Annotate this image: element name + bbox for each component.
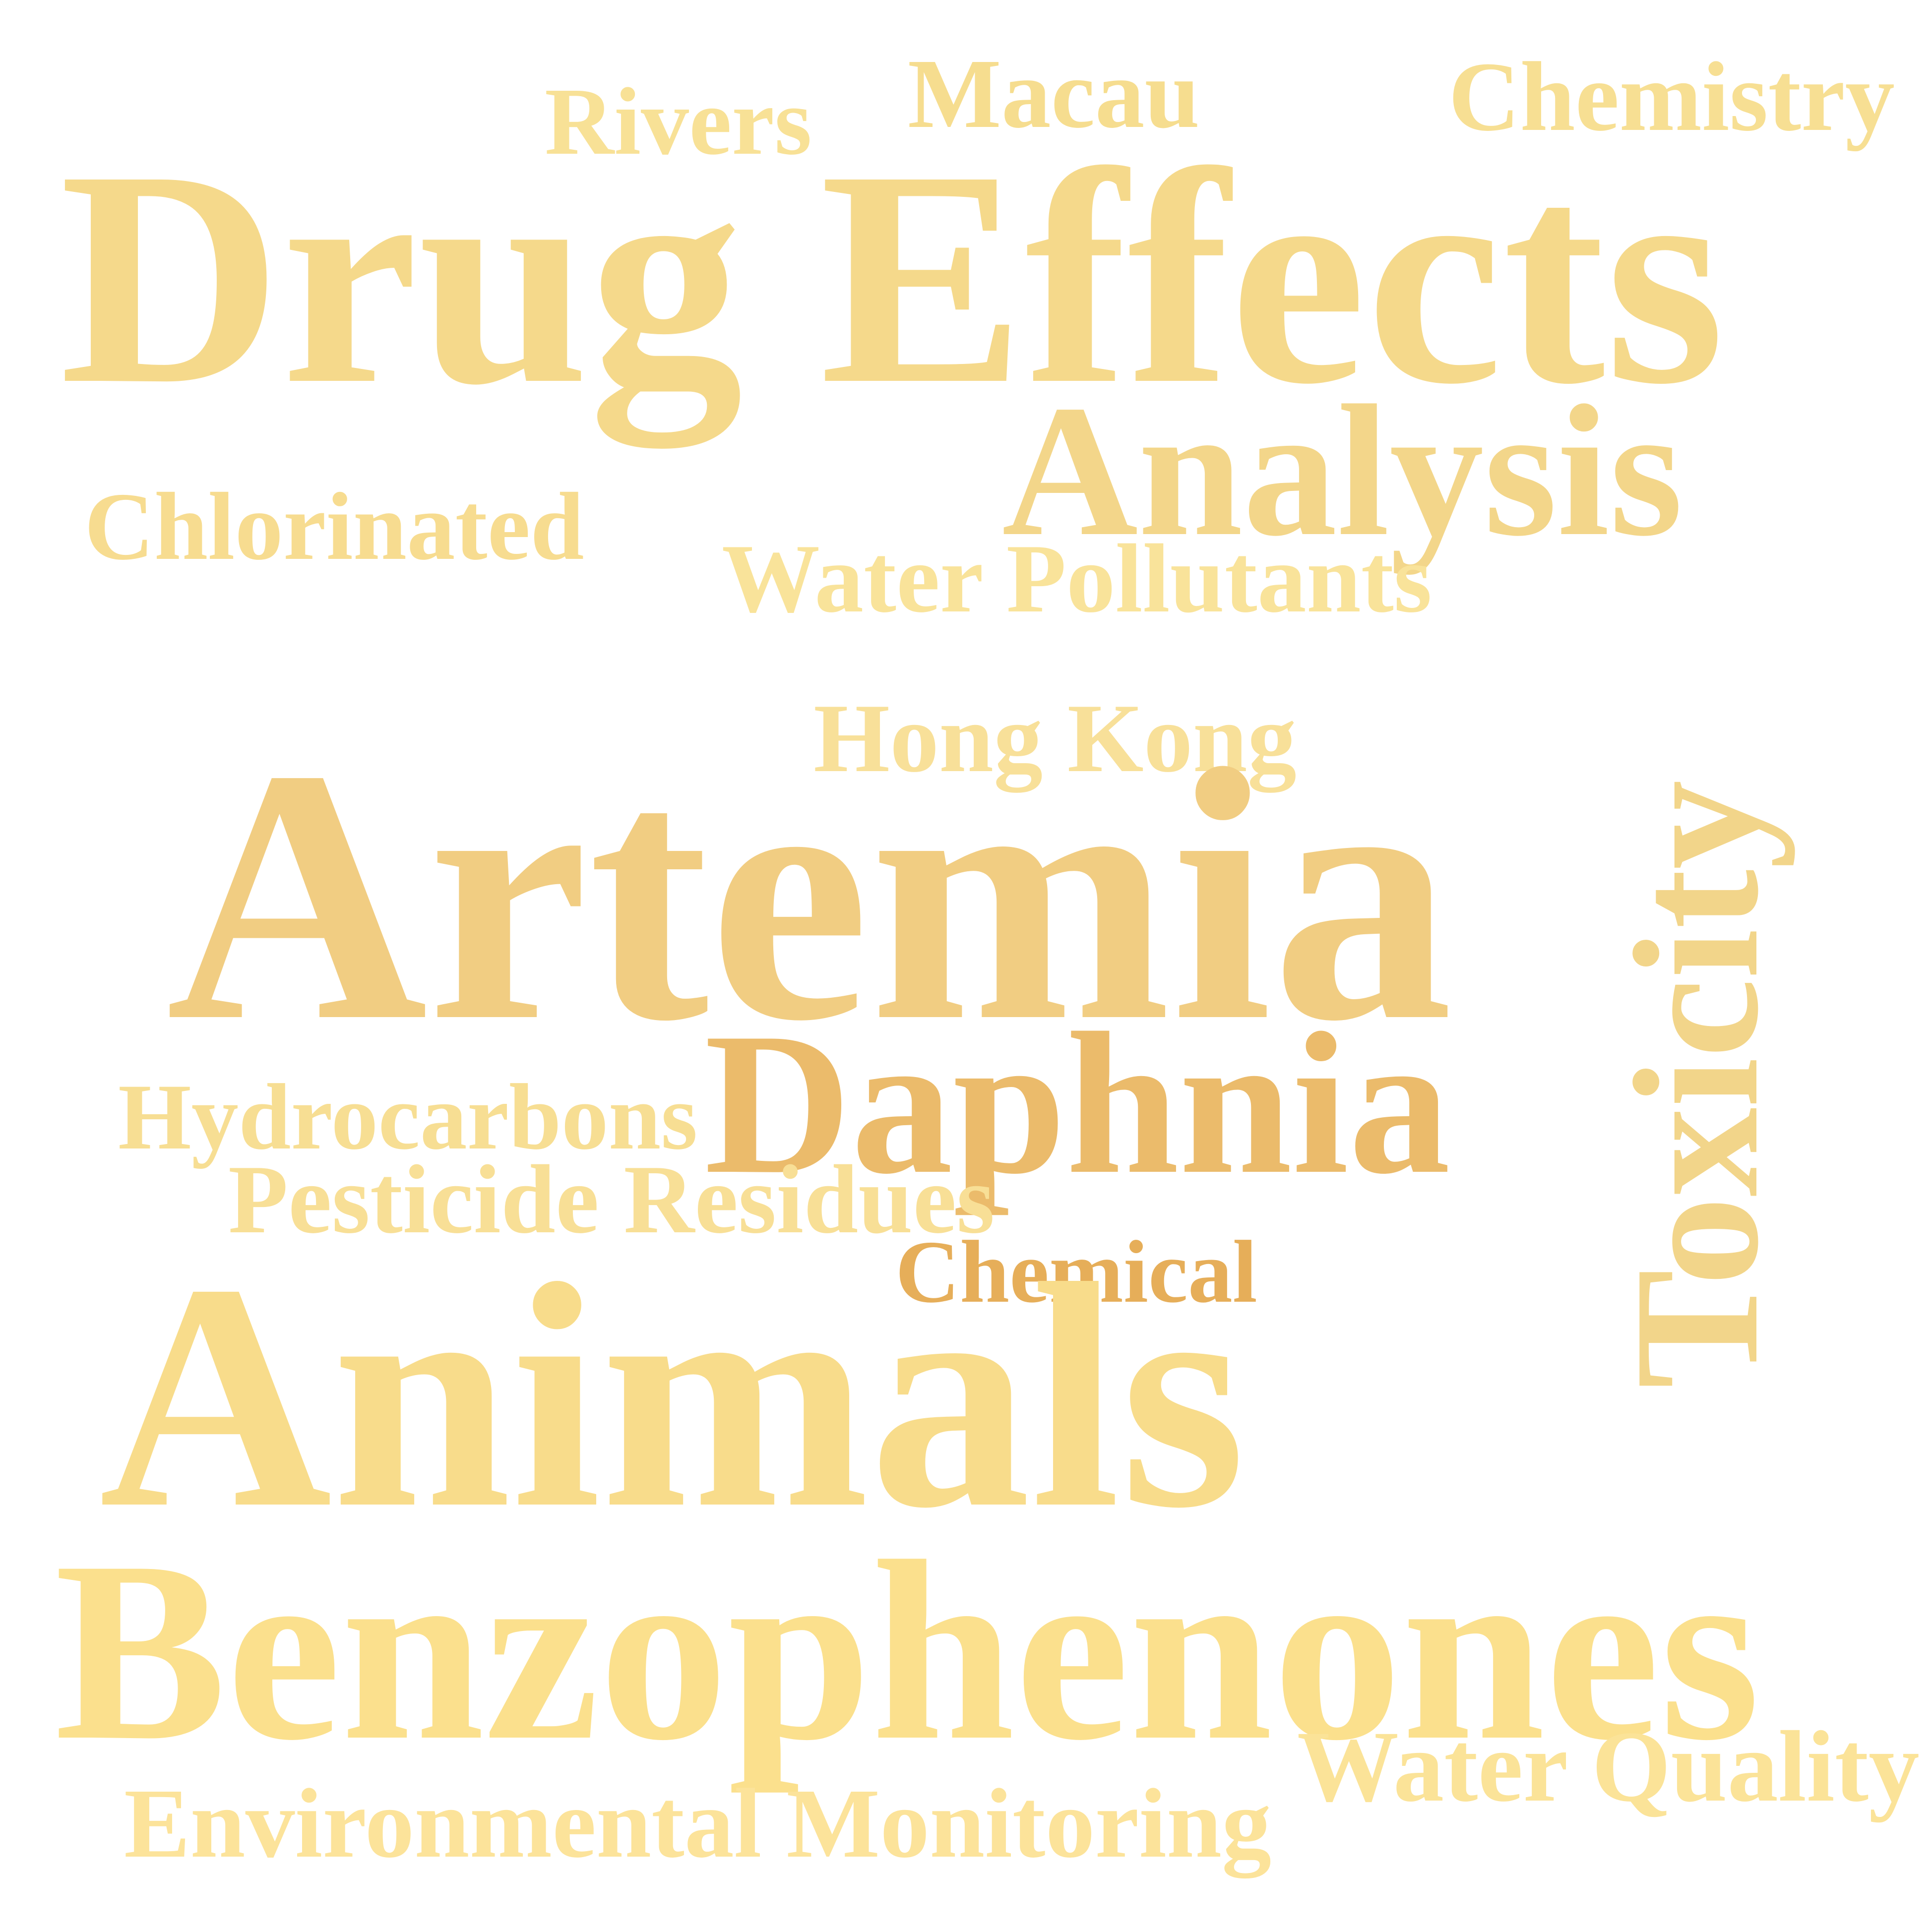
word-environmental-monitoring: Environmental Monitoring — [124, 1769, 1272, 1878]
word-chemistry: Chemistry — [1448, 42, 1895, 152]
word-rivers: Rivers — [545, 68, 812, 175]
word-artemia: Artemia — [166, 694, 1453, 1095]
word-pesticide-residues: Pesticide Residues — [228, 1145, 995, 1254]
word-water-pollutants: Water Pollutants — [722, 524, 1432, 633]
word-water-quality: Water Quality — [1297, 1710, 1920, 1823]
word-benzophenones: Benzophenones — [55, 1509, 1760, 1794]
word-drug-effects: Drug Effects — [60, 108, 1725, 448]
word-daphnia: Daphnia — [704, 991, 1451, 1216]
word-chemical: Chemical — [895, 1222, 1257, 1321]
word-hong-kong: Hong Kong — [813, 684, 1297, 792]
word-hydrocarbons: Hydrocarbons — [118, 1065, 698, 1169]
word-analysis: Analysis — [1002, 366, 1683, 575]
word-macau: Macau — [908, 39, 1200, 149]
word-chlorinated: Chlorinated — [84, 473, 584, 580]
word-animals: Animals — [99, 1217, 1246, 1574]
word-toxicity: Toxicity — [1597, 780, 1795, 1389]
